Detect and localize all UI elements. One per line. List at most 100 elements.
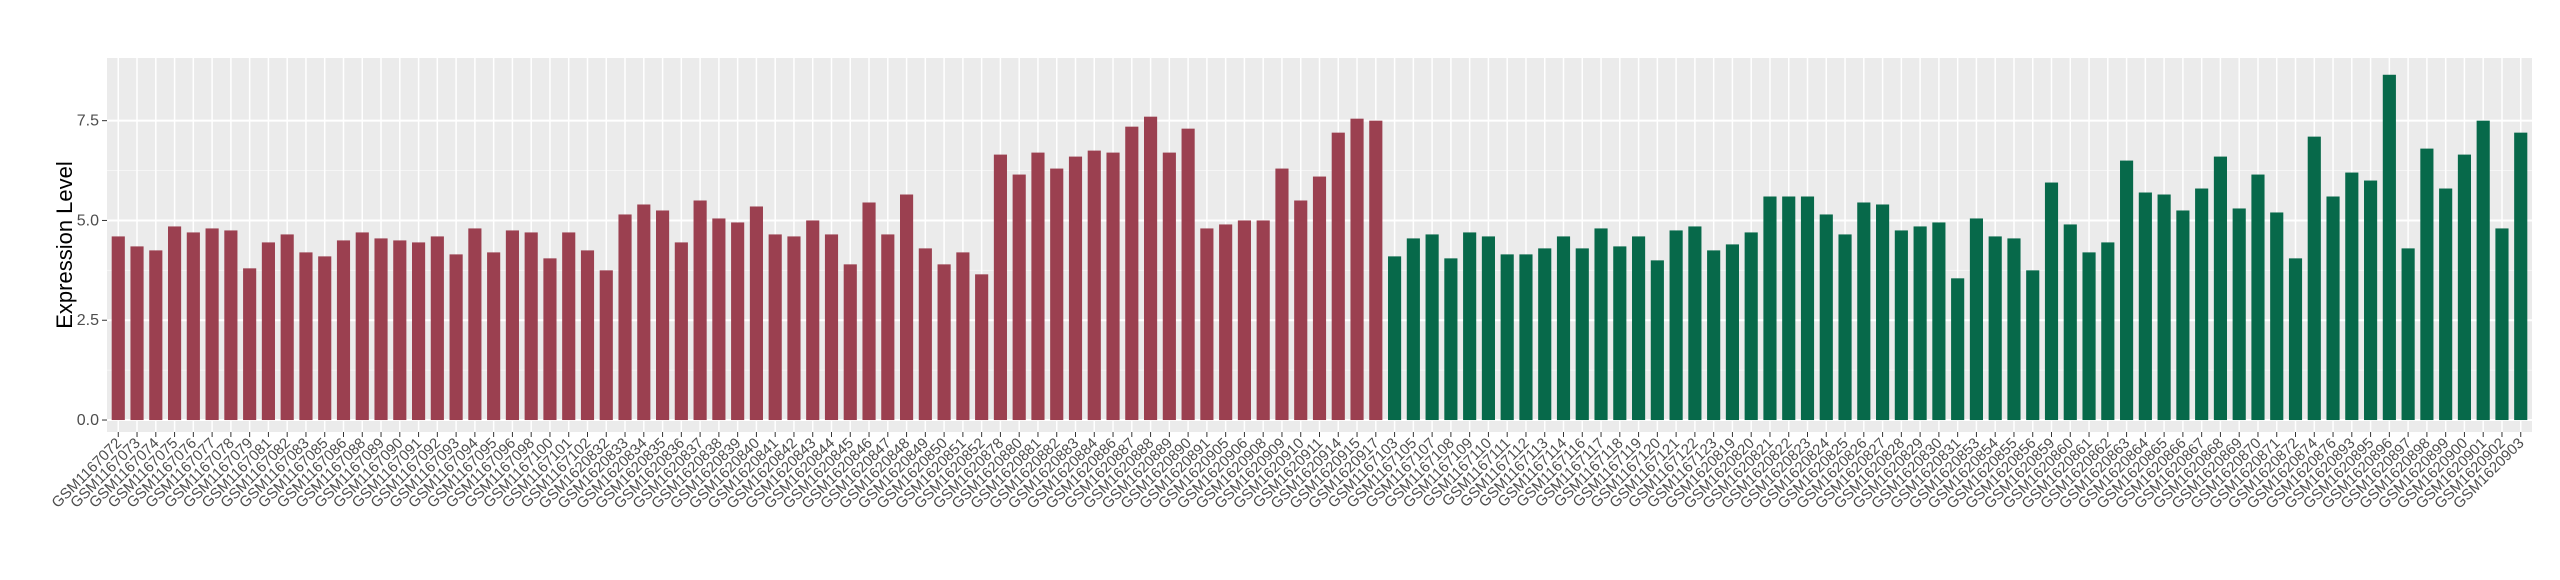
bar — [1538, 248, 1552, 421]
bar — [2401, 248, 2415, 421]
bar — [2026, 270, 2040, 421]
bar — [2101, 242, 2115, 421]
bar — [993, 154, 1007, 421]
bar — [1275, 168, 1289, 421]
bar — [168, 226, 182, 421]
y-tick-label: 2.5 — [77, 312, 99, 329]
bar — [1481, 236, 1495, 421]
bar — [1969, 218, 1983, 421]
bar — [1744, 232, 1758, 421]
bar — [1707, 250, 1721, 421]
bar — [1369, 120, 1383, 421]
bar — [1181, 128, 1195, 421]
bar — [524, 232, 538, 421]
bar — [900, 194, 914, 421]
bar — [1688, 226, 1702, 421]
bar — [1388, 256, 1402, 421]
bar — [543, 258, 557, 421]
bar — [1876, 204, 1890, 421]
bar — [355, 232, 369, 421]
bar — [712, 218, 726, 421]
bar — [2420, 148, 2434, 421]
bar — [1294, 200, 1308, 421]
bar — [1350, 118, 1364, 421]
bar — [1894, 230, 1908, 421]
bar — [2138, 192, 2152, 421]
bar — [1838, 234, 1852, 421]
bar — [562, 232, 576, 421]
bar — [693, 200, 707, 421]
bar — [2082, 252, 2096, 421]
bar — [2007, 238, 2021, 421]
bar — [1463, 232, 1477, 421]
bar — [1819, 214, 1833, 421]
bar — [2176, 210, 2190, 421]
bar — [674, 242, 688, 421]
bar — [1050, 168, 1064, 421]
bar — [1406, 238, 1420, 421]
bar — [2364, 180, 2378, 421]
bar — [205, 228, 219, 421]
bar — [2345, 172, 2359, 421]
bar — [2457, 154, 2471, 421]
bar — [918, 248, 932, 421]
bar — [843, 264, 857, 421]
bar — [111, 236, 125, 421]
bar — [1782, 196, 1796, 421]
bar — [1331, 132, 1345, 421]
bar — [1444, 258, 1458, 421]
bar — [1312, 176, 1327, 421]
bar — [824, 234, 839, 421]
bar — [243, 268, 257, 421]
bar — [487, 252, 501, 421]
bar — [1857, 202, 1871, 421]
bar — [1632, 236, 1646, 421]
bar — [749, 206, 763, 421]
y-tick-label: 0.0 — [77, 412, 99, 429]
bar — [881, 234, 895, 421]
bar — [1763, 196, 1777, 421]
bar — [2288, 258, 2303, 421]
bar — [1200, 228, 1214, 421]
bar — [1594, 228, 1608, 421]
bar — [956, 252, 970, 421]
bar — [1951, 278, 1965, 421]
bar — [1237, 220, 1251, 421]
bar — [336, 240, 351, 421]
bar — [374, 238, 388, 421]
bar — [2044, 182, 2059, 421]
bar — [2157, 194, 2171, 421]
bar — [468, 228, 482, 421]
bar — [1500, 254, 1514, 421]
bar — [2439, 188, 2453, 421]
bar — [1256, 220, 1270, 421]
bar — [1425, 234, 1439, 421]
bar — [1613, 246, 1627, 421]
bar — [2251, 174, 2265, 421]
bar — [1031, 152, 1045, 421]
bar — [1556, 236, 1571, 421]
bar — [393, 240, 407, 421]
bar — [1125, 126, 1139, 421]
bar — [2195, 188, 2209, 421]
bar — [768, 234, 782, 421]
bar — [449, 254, 463, 421]
bar — [1575, 248, 1589, 421]
bar — [656, 210, 670, 421]
bar — [186, 232, 200, 421]
bar — [731, 222, 745, 421]
bar — [806, 220, 820, 421]
bar — [1913, 226, 1927, 421]
bar — [2120, 160, 2134, 421]
bar — [975, 274, 989, 421]
bar — [1725, 244, 1739, 421]
bar — [2270, 212, 2284, 421]
bar — [1219, 224, 1233, 421]
bar — [1988, 236, 2002, 421]
bar — [280, 234, 294, 421]
bar — [787, 236, 801, 421]
bar — [637, 204, 651, 421]
bar — [149, 250, 163, 421]
bar — [2063, 224, 2077, 421]
